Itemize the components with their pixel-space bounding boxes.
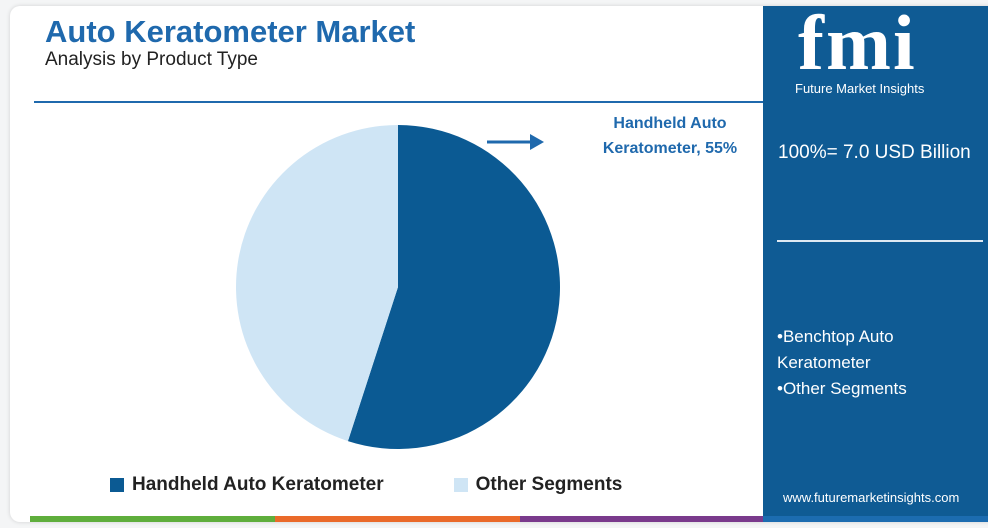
data-label: Handheld Auto Keratometer, 55% <box>602 115 738 157</box>
accent-bar <box>763 516 988 522</box>
segment-item: Benchtop Auto Keratometer <box>777 324 947 376</box>
side-panel: fmi Future Market Insights 100%= 7.0 USD… <box>763 6 988 516</box>
segment-item: Other Segments <box>777 376 947 402</box>
legend-item: Handheld Auto Keratometer <box>110 474 384 496</box>
legend-label: Other Segments <box>475 474 623 495</box>
accent-bar <box>30 516 275 522</box>
logo: fmi <box>798 6 917 86</box>
arrow <box>487 134 544 150</box>
legend: Handheld Auto Keratometer Other Segments <box>110 474 622 496</box>
card: Auto Keratometer Market Analysis by Prod… <box>10 6 988 522</box>
divider <box>777 240 983 242</box>
brand: Future Market Insights <box>795 81 925 96</box>
chart-subtitle: Analysis by Product Type <box>45 49 258 70</box>
divider <box>34 101 763 103</box>
chart <box>235 125 560 449</box>
legend-swatch <box>110 478 124 492</box>
accent-bar <box>275 516 520 522</box>
legend-label: Handheld Auto Keratometer <box>132 474 384 495</box>
legend-swatch <box>453 478 468 492</box>
chart-title: Auto Keratometer Market <box>45 14 416 49</box>
pie-slice <box>235 125 398 442</box>
website: www.futuremarketinsights.com <box>783 490 960 505</box>
pie-slice <box>347 125 560 449</box>
legend-item: Other Segments <box>453 474 623 496</box>
market-total: 100%= 7.0 USD Billion <box>778 142 971 163</box>
accent-bar <box>520 516 763 522</box>
